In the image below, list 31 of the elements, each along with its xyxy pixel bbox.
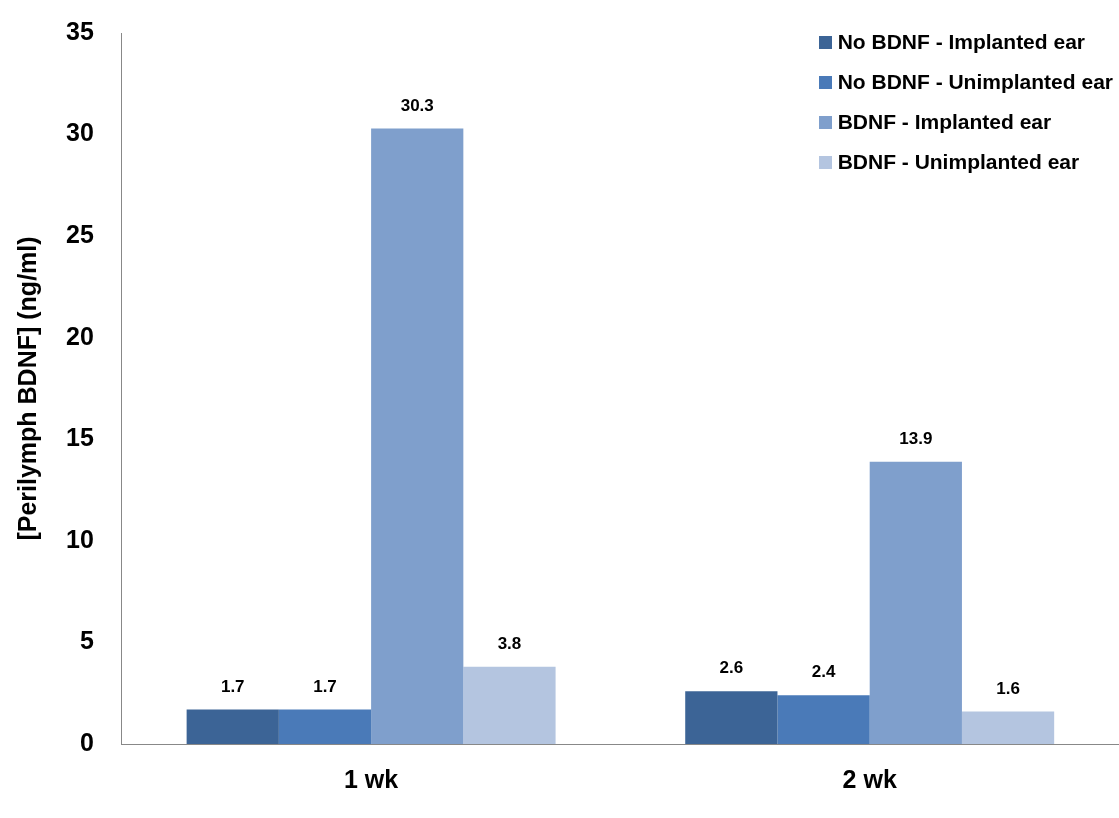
bar <box>777 695 870 744</box>
bar <box>961 711 1055 744</box>
y-tick-label: 35 <box>66 16 94 45</box>
y-tick-label: 30 <box>66 118 94 147</box>
bar <box>278 709 372 744</box>
legend-label: No BDNF - Implanted ear <box>837 30 1085 54</box>
y-tick-label: 25 <box>66 220 94 249</box>
data-label: 13.9 <box>899 428 933 448</box>
bar <box>463 666 556 744</box>
y-tick-label: 0 <box>79 727 94 756</box>
y-tick-label: 20 <box>66 321 94 350</box>
data-label: 1.6 <box>996 678 1020 698</box>
data-label: 2.4 <box>811 662 836 682</box>
bar <box>371 128 464 744</box>
x-tick-label: 2 wk <box>842 764 897 793</box>
y-tick-label: 5 <box>79 626 94 655</box>
legend-label: No BDNF - Unimplanted ear <box>837 70 1113 94</box>
data-label: 2.6 <box>719 658 744 678</box>
data-label: 1.7 <box>220 676 245 696</box>
data-label: 1.7 <box>313 676 337 696</box>
bar <box>869 461 962 744</box>
y-tick-label: 10 <box>66 524 94 553</box>
y-axis-title: [Perilymph BDNF] (ng/ml) <box>12 236 41 541</box>
legend-label: BDNF - Unimplanted ear <box>837 150 1080 174</box>
x-tick-label: 1 wk <box>344 764 399 793</box>
data-label: 30.3 <box>400 95 434 115</box>
bar <box>186 709 279 744</box>
bar <box>685 691 778 744</box>
y-tick-label: 15 <box>66 423 94 452</box>
data-label: 3.8 <box>497 633 522 653</box>
legend-label: BDNF - Implanted ear <box>837 110 1052 134</box>
